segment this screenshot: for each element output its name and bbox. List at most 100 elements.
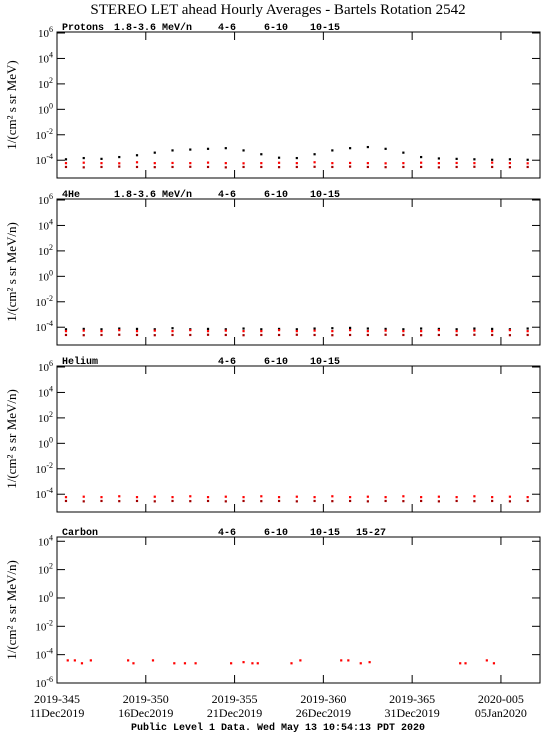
data-point (89, 659, 92, 662)
x-tick-label: 2020-005 (478, 692, 524, 706)
data-point (508, 334, 512, 337)
data-point (64, 333, 68, 337)
data-point (118, 329, 121, 332)
legend-entry: 15-27 (356, 528, 386, 539)
data-point (100, 330, 103, 333)
data-point (224, 166, 227, 169)
data-point (153, 166, 156, 169)
y-tick-label: 104 (38, 384, 53, 399)
y-axis-label: 1/(cm² s sr MeV/n) (4, 389, 19, 489)
data-point (118, 495, 121, 498)
x-tick-date: 16Dec2019 (118, 706, 173, 720)
data-point (82, 500, 85, 503)
data-point (260, 495, 263, 498)
data-point (135, 327, 139, 331)
data-point (473, 165, 476, 168)
x-tick-date: 05Jan2020 (475, 706, 527, 720)
tick-exp: -4 (46, 152, 53, 161)
data-point (171, 327, 174, 330)
data-point (242, 327, 245, 330)
page-title: STEREO LET ahead Hourly Averages - Barte… (90, 2, 465, 18)
panel-label: 4He (62, 190, 80, 201)
data-point (473, 333, 476, 336)
data-point (331, 330, 334, 333)
y-tick-label: 10-4 (35, 647, 53, 662)
data-point (348, 333, 352, 337)
y-tick-label: 102 (38, 562, 53, 577)
data-point (313, 499, 316, 503)
data-point (82, 161, 85, 164)
data-point (508, 500, 512, 503)
data-point (459, 662, 462, 665)
data-point (366, 327, 369, 330)
data-point (491, 165, 494, 169)
tick-exp: 6 (49, 25, 53, 34)
tick-base: 10 (38, 271, 50, 283)
data-point (194, 662, 197, 665)
plot-frame (56, 365, 541, 513)
data-point (153, 328, 156, 331)
data-point (277, 327, 281, 331)
tick-exp: -2 (46, 127, 53, 136)
data-point (437, 329, 440, 332)
data-point (420, 161, 423, 164)
legend-entry: 4-6 (218, 190, 236, 201)
data-point (366, 330, 369, 333)
data-point (331, 334, 334, 337)
data-point (135, 333, 139, 337)
data-point (64, 162, 68, 165)
data-point (366, 495, 369, 498)
data-point (455, 499, 458, 503)
data-point (526, 158, 529, 161)
tick-exp: -2 (46, 618, 53, 627)
data-point (313, 165, 316, 168)
legend-entry: 6-10 (264, 357, 288, 368)
data-point (368, 661, 371, 664)
y-tick-label: 10-2 (35, 127, 53, 142)
data-point (508, 495, 512, 498)
data-point (260, 153, 263, 156)
data-point (402, 500, 405, 503)
y-tick-label: 102 (38, 410, 53, 425)
tick-exp: -2 (46, 461, 53, 470)
data-point (206, 165, 210, 169)
tick-base: 10 (38, 565, 50, 577)
tick-base: 10 (38, 387, 50, 399)
tick-exp: -4 (46, 486, 53, 495)
data-point (82, 156, 85, 160)
data-point (242, 162, 245, 165)
data-point (224, 147, 227, 150)
data-point (118, 155, 121, 159)
data-point (171, 149, 174, 152)
tick-base: 10 (35, 130, 47, 142)
data-point (82, 327, 85, 331)
x-tick-label: 2019-360 (300, 692, 346, 706)
legend-entry: 6-10 (264, 528, 288, 539)
data-point (402, 151, 405, 154)
data-point (171, 499, 174, 503)
tick-base: 10 (35, 678, 47, 690)
data-point (242, 330, 245, 333)
data-point (299, 659, 302, 662)
y-tick-label: 10-4 (35, 319, 53, 334)
y-tick-label: 104 (38, 533, 53, 548)
data-point (242, 334, 245, 337)
tick-exp: -2 (46, 294, 53, 303)
data-point (224, 328, 227, 331)
data-point (135, 499, 139, 503)
tick-base: 10 (35, 621, 47, 633)
data-point (242, 149, 245, 152)
tick-base: 10 (35, 297, 47, 309)
panel-label: Protons (62, 23, 104, 34)
tick-exp: 0 (49, 590, 53, 599)
data-point (348, 329, 352, 332)
data-point (455, 165, 458, 169)
data-point (420, 330, 423, 333)
y-tick-label: 100 (38, 268, 53, 283)
tick-base: 10 (35, 322, 47, 334)
data-point (348, 147, 352, 150)
data-point (491, 333, 494, 337)
data-point (206, 499, 210, 503)
data-point (206, 327, 210, 331)
data-point (402, 495, 405, 498)
